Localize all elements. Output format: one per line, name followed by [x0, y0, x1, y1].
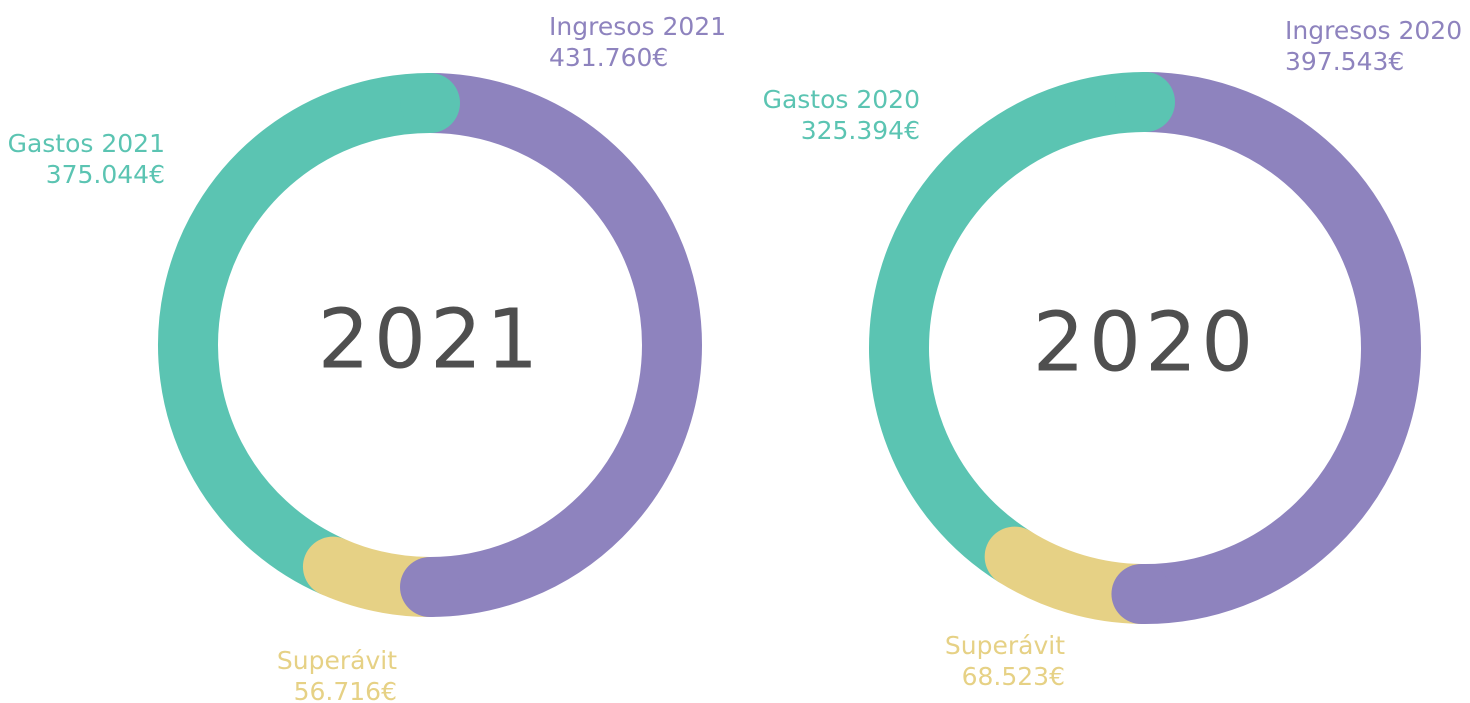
legend-label: Superávit: [277, 646, 397, 675]
donut-segment: [158, 73, 431, 595]
donut-segment: [1141, 72, 1421, 624]
center-title: 2021: [318, 292, 543, 387]
value-label: 56.716€: [294, 677, 397, 703]
center-title: 2020: [1033, 295, 1258, 390]
value-label: 431.760€: [549, 43, 668, 72]
legend-label: Ingresos 2020: [1285, 16, 1462, 45]
legend-label: Superávit: [945, 631, 1065, 660]
segment-cap: [302, 536, 363, 597]
value-label: 68.523€: [962, 662, 1065, 691]
segment-cap: [400, 557, 460, 617]
segment-cap: [1115, 72, 1175, 132]
legend-label: Ingresos 2021: [549, 12, 726, 41]
legend-label: Gastos 2021: [8, 129, 165, 158]
donut-segment: [869, 72, 1146, 583]
donut-segment: [429, 73, 702, 617]
value-label: 375.044€: [46, 160, 165, 189]
value-label: 397.543€: [1285, 47, 1404, 76]
value-label: 325.394€: [801, 116, 920, 145]
segment-cap: [1111, 563, 1172, 624]
segment-cap: [400, 73, 460, 133]
segment-cap: [984, 526, 1045, 587]
legend-label: Gastos 2020: [763, 85, 920, 114]
